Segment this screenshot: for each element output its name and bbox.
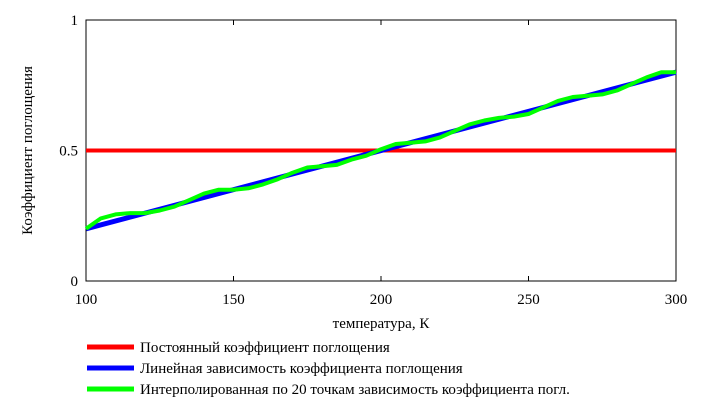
y-tick-label: 0 [71, 274, 79, 290]
x-tick-label: 300 [665, 292, 688, 308]
y-tick-label: 1 [71, 13, 79, 29]
series-line-3 [84, 70, 676, 231]
plot-area: 0 0.5 1 100 150 200 250 300 [59, 13, 687, 308]
x-axis-label: температура, К [333, 316, 431, 332]
y-axis-label: Коэффициент поглощения [20, 66, 36, 235]
legend-label: Интерполированная по 20 точкам зависимос… [140, 382, 570, 398]
y-tick-label: 0.5 [59, 144, 78, 160]
x-tick-label: 100 [75, 292, 98, 308]
x-tick-label: 250 [517, 292, 540, 308]
x-tick-label: 150 [222, 292, 245, 308]
legend: Постоянный коэффициент поглощения Линейна… [87, 340, 570, 398]
legend-label: Постоянный коэффициент поглощения [140, 340, 390, 356]
x-tick-label: 200 [370, 292, 393, 308]
legend-label: Линейная зависимость коэффициента поглощ… [140, 361, 463, 377]
